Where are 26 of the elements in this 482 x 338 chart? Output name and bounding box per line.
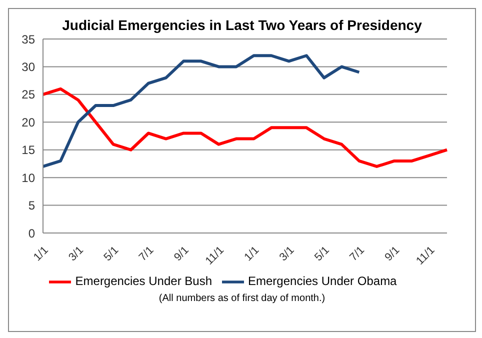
x-tick-label: 5/1 xyxy=(102,244,122,264)
line-series xyxy=(42,87,448,168)
text: (All numbers as of first day of month.) xyxy=(158,293,326,304)
legend-label: Emergencies Under Bush xyxy=(75,274,212,288)
x-tick-label: 3/1 xyxy=(277,244,297,264)
y-tick-label: 30 xyxy=(22,60,36,74)
x-tick-label: 7/1 xyxy=(136,244,156,264)
x-tick-label: 1/1 xyxy=(31,244,51,264)
y-tick-label: 35 xyxy=(22,32,36,46)
y-tick-label: 15 xyxy=(22,143,36,158)
x-tick-label: 11/1 xyxy=(414,244,438,268)
x-tick-label: 7/1 xyxy=(348,244,367,264)
x-tick-label: 1/1 xyxy=(242,244,262,264)
line-series xyxy=(42,54,361,168)
y-tick-label: 5 xyxy=(28,198,36,213)
y-tick-label: 25 xyxy=(22,88,36,102)
x-tick-label: 11/1 xyxy=(203,244,226,268)
x-tick-label: 5/1 xyxy=(312,244,332,264)
x-tick-label: 9/1 xyxy=(172,244,192,264)
y-tick-label: 20 xyxy=(22,115,36,130)
chart-title: Judicial Emergencies in Last Two Years of Presidency xyxy=(61,17,423,33)
y-tick-label: 10 xyxy=(22,170,36,185)
x-tick-label: 9/1 xyxy=(382,244,402,264)
legend-label: Emergencies Under Obama xyxy=(248,274,397,288)
y-tick-label: 0 xyxy=(28,226,36,240)
x-tick-label: 3/1 xyxy=(66,244,86,264)
